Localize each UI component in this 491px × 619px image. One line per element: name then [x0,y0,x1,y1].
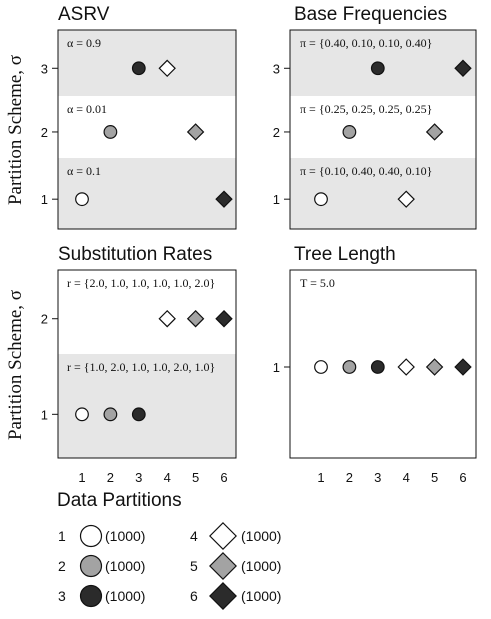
panel-frame [289,29,477,230]
legend-number: 5 [190,558,198,574]
data-point-partition-3 [370,61,385,76]
legend-number: 2 [58,558,66,574]
legend-number: 1 [58,528,66,544]
data-point-partition-4 [397,358,415,376]
x-tick-label: 4 [164,470,171,485]
data-point-partition-3 [370,360,385,374]
legend: Data Partitions 1 (1000) 2 (1000) 3 (1000) 4 (10… [57,490,281,610]
legend-number: 4 [190,528,198,544]
y-tick-label: 3 [41,61,48,76]
y-tick-label: 1 [273,360,280,375]
data-point-partition-5 [186,123,205,141]
panel-title: Tree Length [294,244,396,265]
data-point-partition-2 [342,125,357,139]
panel-frame [57,29,237,230]
x-tick-label: 1 [78,470,85,485]
data-point-partition-5 [425,123,444,141]
y-tick-label: 1 [41,192,48,207]
panel-4: Tree Length T = 5.0 1 1 2 3 4 5 6 [273,244,477,485]
x-tick-label: 4 [403,470,410,485]
band-label: T = 5.0 [300,276,335,290]
legend-count: (1000) [241,558,281,574]
legend-marker-2-circle-icon [79,554,103,578]
data-point-partition-2 [342,360,357,374]
data-point-partition-6 [454,358,472,376]
y-axis-label: Partition Scheme, σ [5,290,26,440]
band-label: π = {0.40, 0.10, 0.10, 0.40} [300,36,432,50]
x-tick-label: 6 [459,470,466,485]
x-tick-label: 3 [135,470,142,485]
legend-count: (1000) [105,588,145,604]
legend-number: 3 [58,588,66,604]
panel-3: Substitution Rates r = {2.0, 1.0, 1.0, 1.… [41,244,237,485]
band-shade [290,30,476,96]
panel-title: ASRV [58,4,110,25]
panel-title: Substitution Rates [58,244,212,265]
data-point-partition-1 [75,192,89,207]
band-label: π = {0.25, 0.25, 0.25, 0.25} [300,102,432,116]
legend-marker-5-diamond-icon [209,552,237,580]
data-point-partition-2 [103,125,118,139]
data-point-partition-5 [425,358,444,376]
y-tick-label: 2 [41,312,48,327]
panel-title: Base Frequencies [294,4,447,25]
data-point-partition-6 [454,59,472,78]
x-tick-label: 2 [346,470,353,485]
legend-count: (1000) [105,528,145,544]
data-point-partition-1 [314,360,328,374]
x-tick-label: 1 [317,470,324,485]
data-point-partition-4 [158,59,176,78]
y-tick-label: 2 [41,125,48,140]
x-tick-label: 2 [107,470,114,485]
legend-count: (1000) [241,588,281,604]
y-tick-label: 2 [273,125,280,140]
data-point-partition-3 [131,407,146,422]
legend-number: 6 [190,588,198,604]
legend-marker-4-diamond-icon [209,522,237,550]
band-shade [58,354,236,458]
legend-marker-3-circle-icon [79,584,103,608]
x-tick-label: 5 [192,470,199,485]
x-tick-label: 6 [220,470,227,485]
y-axis-label: Partition Scheme, σ [5,55,26,205]
panel-1: ASRV α = 0.9 α = 0.01 α = 0.1 1 2 3 [41,4,237,230]
x-tick-label: 5 [431,470,438,485]
band-label: α = 0.1 [67,164,101,178]
data-point-partition-4 [397,190,415,208]
legend-count: (1000) [105,558,145,574]
data-point-partition-1 [75,407,89,422]
data-point-partition-6 [215,309,233,328]
data-point-partition-5 [186,309,205,328]
panel-frame [289,269,477,459]
legend-count: (1000) [241,528,281,544]
band-label: α = 0.9 [67,36,101,50]
legend-marker-6-diamond-icon [209,582,237,610]
data-point-partition-3 [131,61,146,76]
y-tick-label: 3 [273,61,280,76]
band-label: r = {1.0, 2.0, 1.0, 1.0, 2.0, 1.0} [67,360,215,374]
data-point-partition-6 [215,190,233,208]
legend-title: Data Partitions [57,490,182,511]
panel-frame [57,269,237,459]
band-label: α = 0.01 [67,102,107,116]
data-point-partition-4 [158,309,176,328]
panel-2: Base Frequencies π = {0.40, 0.10, 0.10, 0… [273,4,477,230]
band-shade [58,158,236,229]
legend-marker-1-circle-icon [79,524,103,548]
band-shade [58,30,236,96]
x-tick-label: 3 [374,470,381,485]
y-tick-label: 1 [273,192,280,207]
y-tick-label: 1 [41,407,48,422]
data-point-partition-1 [314,192,328,207]
band-label: r = {2.0, 1.0, 1.0, 1.0, 1.0, 2.0} [67,276,215,290]
band-label: π = {0.10, 0.40, 0.40, 0.10} [300,164,432,178]
data-point-partition-2 [103,407,118,422]
y-axis-labels: Partition Scheme, σ Partition Scheme, σ [5,55,26,440]
